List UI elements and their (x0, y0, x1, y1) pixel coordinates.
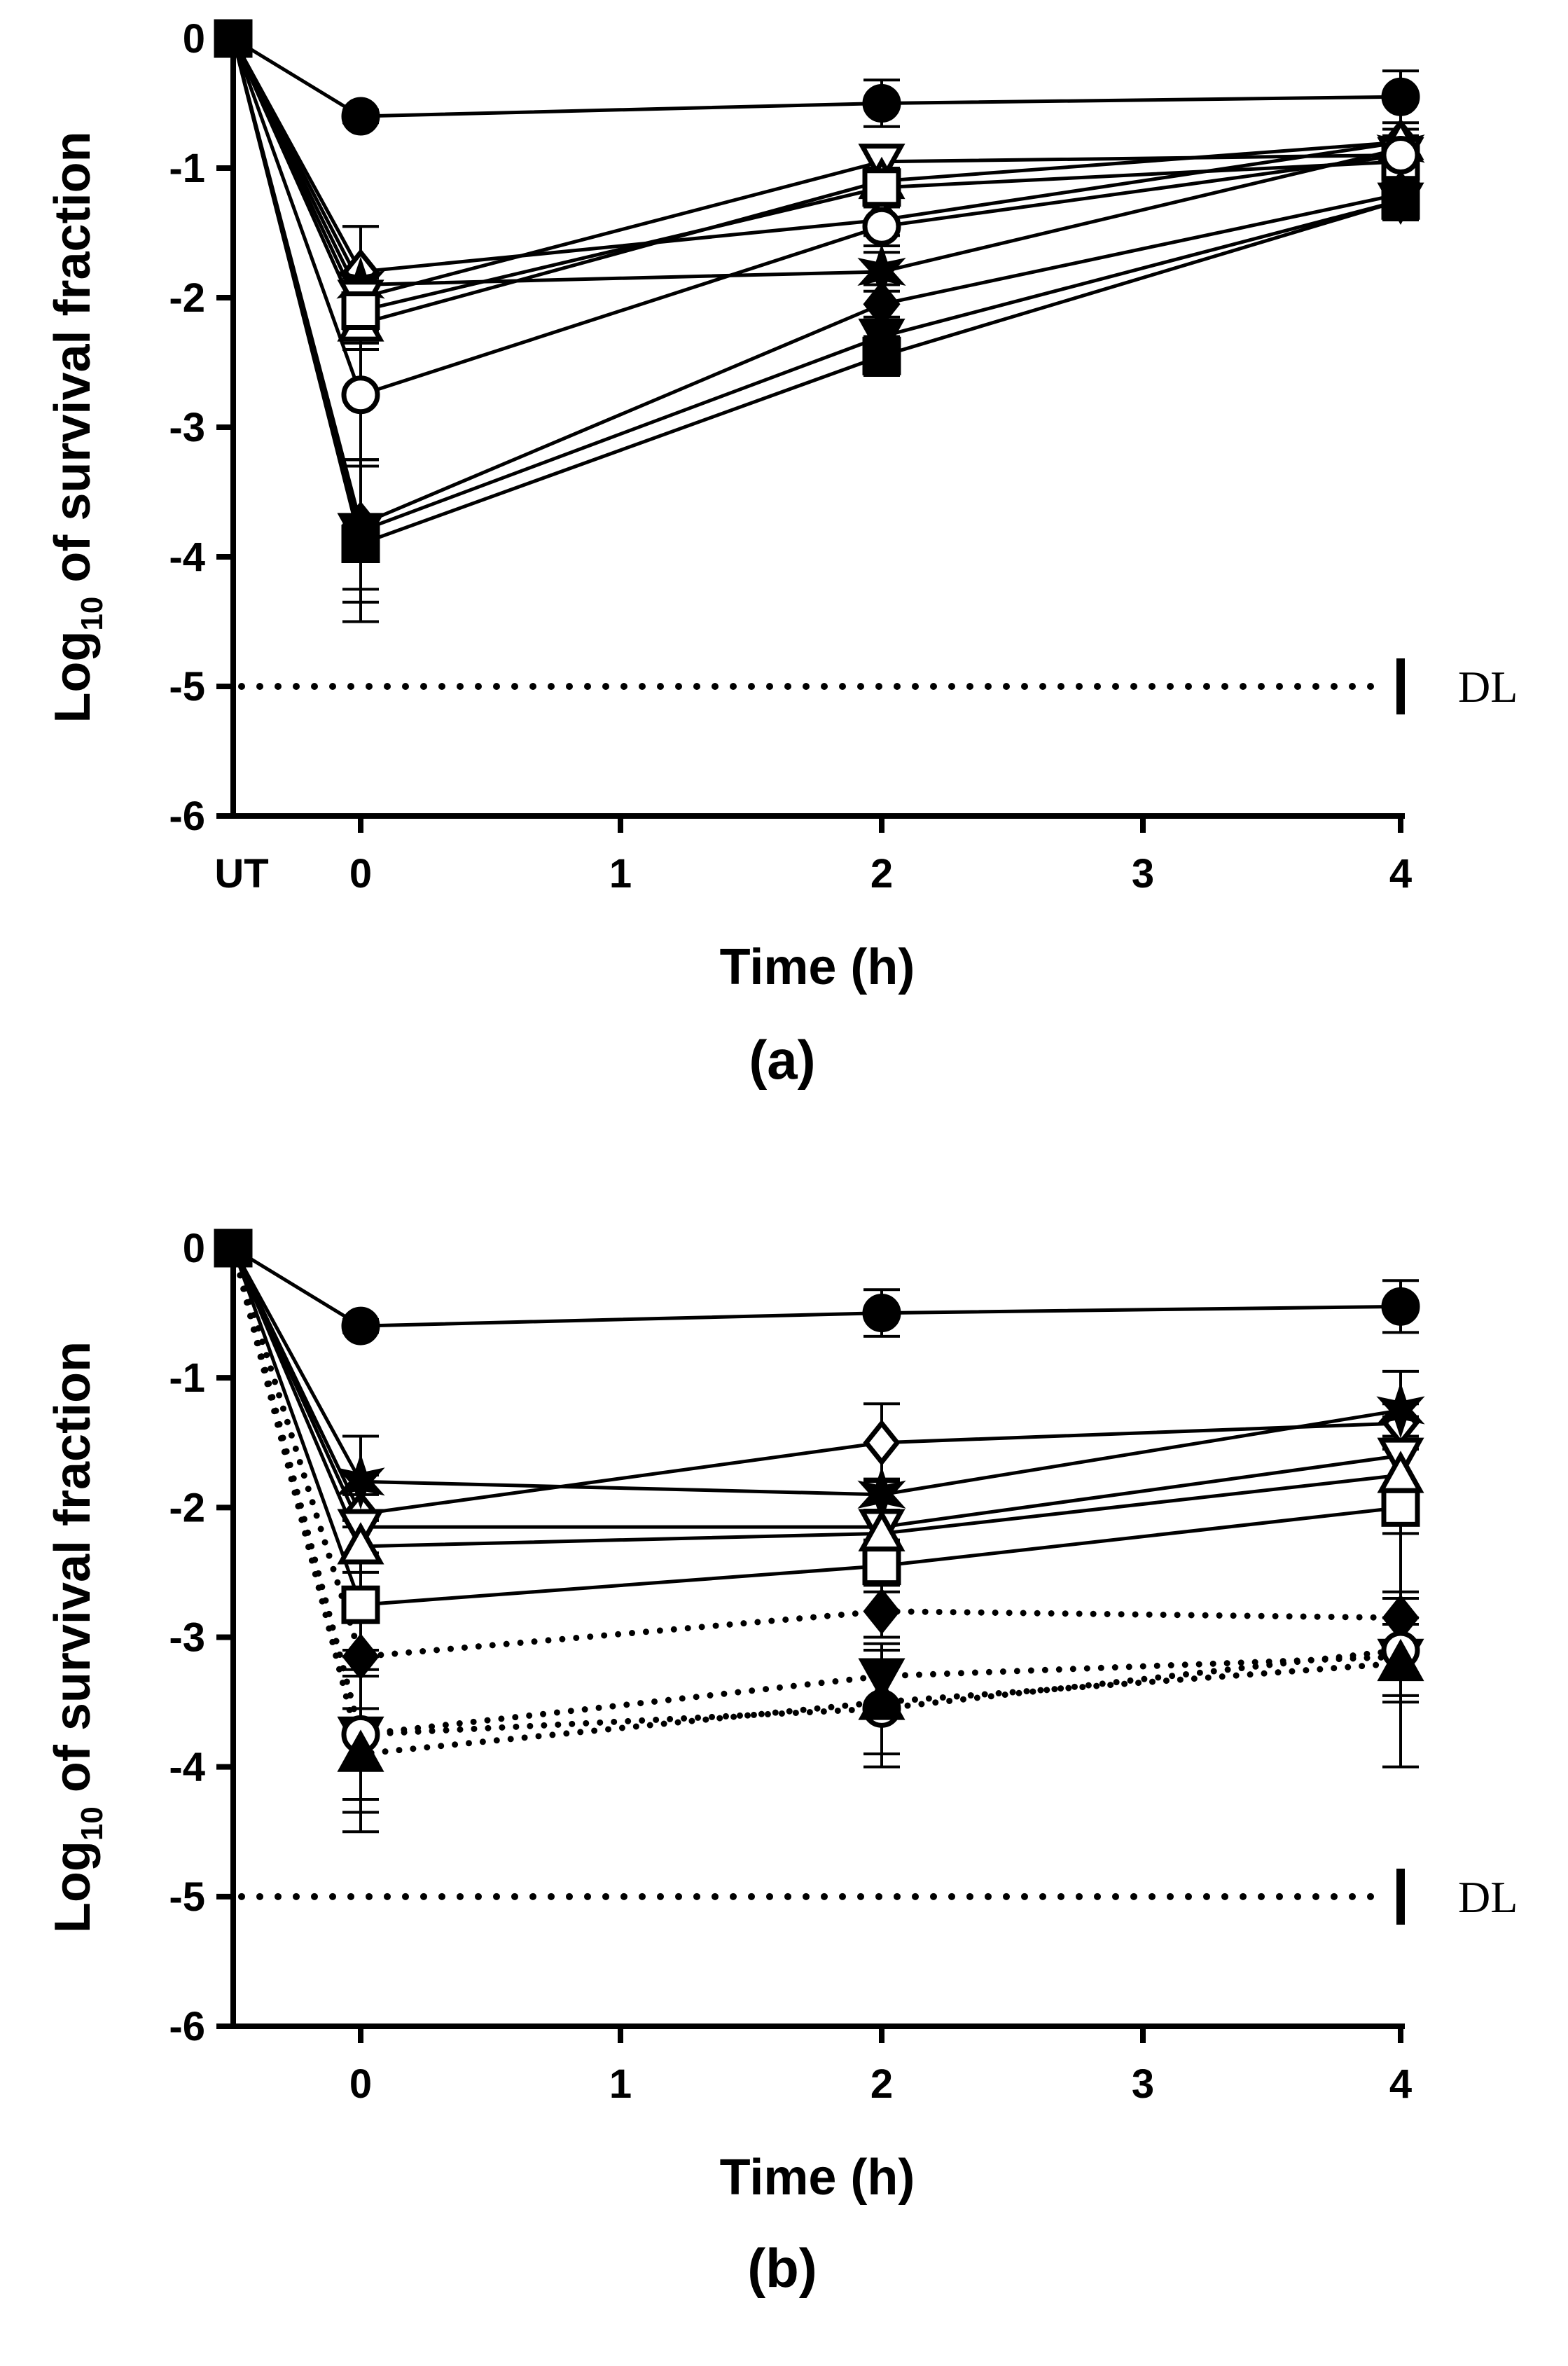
x-tick-label: 4 (1389, 851, 1412, 897)
data-point-s10 (341, 525, 380, 563)
x-tick-label: 0 (349, 2061, 372, 2107)
y-axis-title: Log10 of survival fraction (45, 1341, 109, 1933)
series-line-s5 (231, 37, 1401, 326)
y-axis-title-subscript: 10 (75, 1806, 109, 1841)
series-group (214, 1229, 1425, 1834)
data-point-s10 (1381, 181, 1420, 220)
data-point-s7 (1381, 136, 1420, 174)
panel-label: (b) (747, 2237, 817, 2299)
x-tick-label: 4 (1389, 2061, 1412, 2107)
x-tick-label: 2 (870, 851, 893, 897)
series-line-s6 (231, 37, 1401, 313)
data-point-s7 (863, 1588, 901, 1635)
series-line-s2 (231, 1247, 1401, 1516)
data-point-s7 (342, 1633, 380, 1680)
x-tick-label: 3 (1132, 851, 1154, 897)
data-point-s1 (1381, 1287, 1420, 1326)
series-line-s1 (232, 36, 1401, 118)
series-line-s6 (231, 1247, 1401, 1607)
y-axis-title-main: Log (45, 1841, 101, 1933)
data-point-s1 (341, 97, 380, 136)
data-point-s10 (858, 1677, 906, 1720)
panel-b: 0 -1 -2 -3 -4 -5 -6 0 1 2 3 4 Time (h) Log10 of survi… (45, 1226, 1518, 2299)
data-point-s6 (862, 1547, 901, 1586)
data-point-s1 (862, 1294, 901, 1333)
x-tick-label: 0 (349, 851, 372, 897)
data-point-s5 (337, 1522, 384, 1565)
y-tick-label: -6 (169, 794, 205, 839)
data-point-s10 (214, 1229, 253, 1268)
x-tick-label: 1 (609, 851, 632, 897)
series-line-s4 (231, 1247, 1401, 1529)
y-axis-title-main: Log (45, 631, 101, 724)
x-tick-label: 2 (870, 2061, 893, 2107)
y-tick-label: -3 (169, 405, 205, 450)
panel-a: 0 -1 -2 -3 -4 -5 -6UT 0 1 2 3 4 Time (h) Log10 of sur… (45, 16, 1518, 1091)
data-point-s2 (863, 1419, 901, 1466)
data-point-s3 (1376, 1382, 1425, 1439)
y-axis-title-subscript: 10 (75, 597, 109, 631)
y-tick-label: -2 (169, 1485, 205, 1530)
y-tick-label: -1 (169, 1355, 205, 1401)
data-point-s7 (341, 375, 380, 415)
series-line-s7 (230, 1245, 1404, 1661)
series-line-s8 (231, 38, 1401, 527)
data-point-s6 (341, 291, 380, 330)
y-axis-title-rest: of survival fraction (45, 1341, 101, 1806)
data-point-s1 (341, 1306, 380, 1345)
series-group (214, 19, 1425, 623)
x-axis-title: Time (h) (720, 2150, 915, 2206)
series-line-s7 (231, 38, 1401, 397)
panel-label: (a) (749, 1029, 815, 1091)
y-tick-label: -1 (169, 146, 205, 191)
y-axis-title-rest: of survival fraction (45, 131, 101, 596)
y-tick-label: -4 (169, 534, 205, 580)
data-point-s1 (1381, 77, 1420, 116)
data-point-s1 (862, 84, 901, 123)
series-line-s2 (231, 37, 1401, 274)
data-point-s10 (214, 19, 253, 58)
data-point-s3 (336, 1453, 385, 1510)
x-tick-label: 1 (609, 2061, 632, 2107)
x-tick-label: 3 (1132, 2061, 1154, 2107)
series-line-s10 (231, 38, 1401, 546)
detection-limit-label: DL (1458, 662, 1518, 712)
y-axis-title: Log10 of survival fraction (45, 131, 109, 723)
series-line-s10 (230, 1245, 1404, 1758)
data-point-s5 (1377, 1451, 1424, 1493)
data-point-s7 (862, 207, 901, 246)
y-tick-label: -2 (169, 275, 205, 321)
series-line-s5 (231, 1247, 1401, 1549)
y-tick-label: -4 (169, 1745, 205, 1790)
data-point-s10 (862, 336, 901, 375)
y-tick-label: -6 (169, 2004, 205, 2049)
data-point-s10 (337, 1729, 384, 1772)
series-line-s4 (231, 37, 1401, 300)
series-line-s3 (231, 1247, 1401, 1497)
y-tick-label: -3 (169, 1615, 205, 1661)
data-point-s6 (862, 168, 901, 207)
data-point-s10 (1377, 1638, 1424, 1682)
x-tick-label: UT (214, 851, 268, 897)
data-point-s6 (341, 1585, 380, 1624)
y-tick-label: -5 (169, 664, 205, 710)
y-tick-label: -5 (169, 1874, 205, 1920)
y-tick-label: 0 (183, 16, 205, 62)
series-line-s3 (231, 37, 1401, 287)
y-tick-label: 0 (183, 1226, 205, 1271)
x-axis-title: Time (h) (720, 939, 915, 995)
data-point-s6 (1381, 1488, 1420, 1527)
series-line-s1 (232, 1246, 1401, 1328)
detection-limit-label: DL (1458, 1872, 1518, 1922)
